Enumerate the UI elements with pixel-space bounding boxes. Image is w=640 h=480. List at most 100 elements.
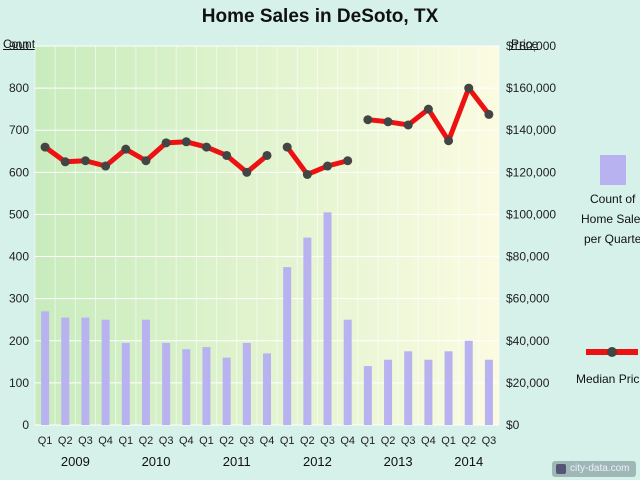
bar — [444, 351, 453, 425]
legend-line-label: Median Pric — [576, 372, 640, 386]
line-point — [222, 150, 232, 160]
right-axis-label: Price — [511, 37, 539, 51]
right-tick-label: $120,000 — [506, 165, 556, 179]
x-tick-label: Q4 — [98, 435, 113, 447]
line-point — [383, 117, 393, 127]
x-tick-label: Q4 — [421, 435, 436, 447]
left-tick-label: 200 — [9, 334, 29, 348]
right-tick-label: $0 — [506, 418, 520, 432]
left-tick-label: 900 — [9, 39, 29, 53]
search-icon — [556, 464, 566, 474]
right-tick-label: $180,000 — [506, 39, 556, 53]
line-point — [302, 169, 312, 179]
legend-bar-label-2: Home Sale — [581, 212, 640, 226]
legend-bar-label-1: Count of — [590, 192, 636, 206]
bar — [323, 212, 332, 425]
x-tick-label: Q4 — [260, 435, 275, 447]
x-tick-label: Q2 — [300, 435, 315, 447]
left-tick-label: 600 — [9, 165, 29, 179]
x-tick-label: Q3 — [239, 435, 254, 447]
bar — [41, 311, 50, 425]
bar — [141, 319, 150, 425]
x-tick-label: Q1 — [441, 435, 456, 447]
x-tick-label: Q1 — [199, 435, 214, 447]
bar — [81, 317, 90, 425]
chart-title: Home Sales in DeSoto, TX — [201, 6, 439, 27]
bar — [242, 342, 251, 425]
x-tick-label: Q3 — [78, 435, 93, 447]
bar — [61, 317, 70, 425]
x-tick-label: Q1 — [280, 435, 295, 447]
x-tick-label: Q1 — [118, 435, 133, 447]
left-tick-label: 500 — [9, 207, 29, 221]
line-point — [262, 150, 272, 160]
year-label: 2011 — [223, 454, 251, 469]
bar — [303, 237, 312, 425]
watermark: city-data.com — [552, 461, 636, 477]
left-axis-label: Count — [3, 37, 36, 51]
right-tick-label: $100,000 — [506, 207, 556, 221]
bar — [424, 359, 433, 425]
x-tick-label: Q2 — [139, 435, 154, 447]
right-tick-label: $40,000 — [506, 334, 550, 348]
year-label: 2010 — [142, 454, 171, 469]
bar — [484, 359, 493, 425]
right-tick-label: $20,000 — [506, 376, 550, 390]
line-point — [242, 167, 252, 177]
bar — [222, 357, 231, 425]
bar — [182, 349, 191, 425]
legend-bar-label-3: per Quarte — [584, 232, 640, 246]
x-tick-label: Q1 — [361, 435, 376, 447]
x-tick-label: Q4 — [179, 435, 194, 447]
line-segment — [466, 85, 492, 117]
line-point — [444, 136, 454, 146]
year-label: 2013 — [384, 454, 413, 469]
line-point — [343, 156, 353, 166]
line-point — [363, 115, 373, 125]
bar — [101, 319, 110, 425]
x-tick-label: Q3 — [482, 435, 497, 447]
bar — [384, 359, 393, 425]
bar — [343, 319, 352, 425]
bar — [404, 351, 413, 425]
line-point — [323, 161, 333, 171]
bar — [464, 340, 473, 425]
x-tick-label: Q2 — [461, 435, 476, 447]
x-tick-label: Q1 — [38, 435, 53, 447]
line-point — [121, 144, 131, 154]
right-tick-label: $160,000 — [506, 81, 556, 95]
year-label: 2012 — [303, 454, 332, 469]
right-tick-label: $80,000 — [506, 250, 550, 264]
x-tick-label: Q2 — [219, 435, 234, 447]
right-tick-label: $60,000 — [506, 292, 550, 306]
x-tick-label: Q4 — [340, 435, 355, 447]
year-label: 2009 — [61, 454, 90, 469]
bar — [121, 342, 130, 425]
line-point — [403, 120, 413, 130]
line-segment — [425, 106, 452, 144]
left-tick-label: 400 — [9, 250, 29, 264]
line-point — [161, 138, 171, 148]
left-tick-label: 0 — [22, 418, 29, 432]
line-point — [282, 142, 292, 152]
x-tick-label: Q3 — [320, 435, 335, 447]
line-point — [80, 156, 90, 166]
bar — [202, 347, 211, 425]
x-tick-label: Q2 — [381, 435, 396, 447]
left-tick-label: 300 — [9, 292, 29, 306]
watermark-text: city-data.com — [570, 463, 630, 474]
bar — [263, 353, 271, 425]
left-tick-label: 100 — [9, 376, 29, 390]
line-point — [60, 157, 70, 167]
line-segment — [284, 144, 310, 177]
line-segment — [446, 85, 472, 144]
right-tick-label: $140,000 — [506, 123, 556, 137]
left-tick-label: 700 — [9, 123, 29, 137]
year-label: 2014 — [454, 454, 483, 469]
line-point — [181, 137, 191, 147]
left-tick-label: 800 — [9, 81, 29, 95]
bar — [162, 342, 171, 425]
line-point — [464, 83, 474, 93]
line-point — [423, 104, 433, 114]
